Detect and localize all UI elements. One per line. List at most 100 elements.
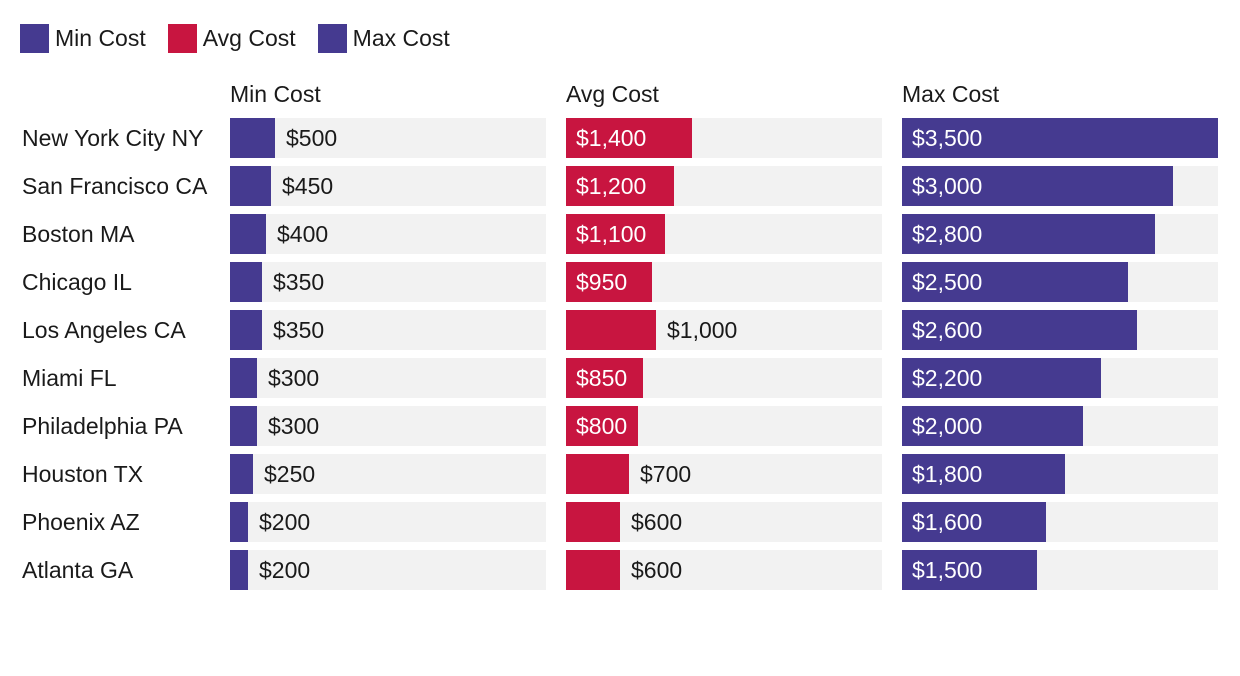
bar-track-min-cost-boston-ma: $400 (230, 214, 546, 254)
bar-track-avg-cost-miami-fl: $850 (566, 358, 882, 398)
value-label-avg-cost-san-francisco-ca: $1,200 (576, 173, 647, 199)
bar-avg-cost-miami-fl[interactable] (566, 358, 643, 398)
bar-track-max-cost-philadelphia-pa: $2,000 (902, 406, 1218, 446)
bar-track-avg-cost-philadelphia-pa: $800 (566, 406, 882, 446)
bar-min-cost-boston-ma[interactable] (230, 214, 266, 254)
value-label-min-cost-chicago-il: $350 (273, 269, 325, 295)
legend-item-min-cost[interactable]: Min Cost (20, 24, 146, 53)
value-label-max-cost-houston-tx: $1,800 (912, 461, 983, 487)
value-label-max-cost-boston-ma: $2,800 (912, 221, 983, 247)
bar-track-avg-cost-atlanta-ga: $600 (566, 550, 882, 590)
value-label-max-cost-atlanta-ga: $1,500 (912, 557, 983, 583)
legend-item-max-cost[interactable]: Max Cost (317, 24, 450, 53)
row-label-atlanta-ga: Atlanta GA (22, 557, 134, 583)
bar-min-cost-philadelphia-pa[interactable] (230, 406, 257, 446)
bar-max-cost-new-york-city-ny[interactable] (902, 118, 1218, 158)
legend: Min Cost Avg Cost Max Cost (20, 24, 472, 53)
value-label-min-cost-miami-fl: $300 (268, 365, 320, 391)
bar-avg-cost-philadelphia-pa[interactable] (566, 406, 638, 446)
bar-max-cost-houston-tx[interactable] (902, 454, 1065, 494)
value-label-max-cost-san-francisco-ca: $3,000 (912, 173, 983, 199)
value-label-max-cost-miami-fl: $2,200 (912, 365, 983, 391)
panel-title-avg-cost: Avg Cost (566, 81, 659, 107)
row-label-chicago-il: Chicago IL (22, 269, 132, 295)
row-label-phoenix-az: Phoenix AZ (22, 509, 140, 535)
value-label-avg-cost-miami-fl: $850 (576, 365, 628, 391)
panel-title-max-cost: Max Cost (902, 81, 1000, 107)
row-label-miami-fl: Miami FL (22, 365, 117, 391)
value-label-min-cost-atlanta-ga: $200 (259, 557, 311, 583)
bar-track-max-cost-san-francisco-ca: $3,000 (902, 166, 1218, 206)
value-label-max-cost-new-york-city-ny: $3,500 (912, 125, 983, 151)
value-label-min-cost-los-angeles-ca: $350 (273, 317, 325, 343)
bar-min-cost-san-francisco-ca[interactable] (230, 166, 271, 206)
row-label-new-york-city-ny: New York City NY (22, 125, 204, 151)
legend-swatch-max-cost (317, 24, 347, 53)
bar-track-max-cost-houston-tx: $1,800 (902, 454, 1218, 494)
row-label-san-francisco-ca: San Francisco CA (22, 173, 208, 199)
bar-avg-cost-los-angeles-ca[interactable] (566, 310, 656, 350)
bar-max-cost-atlanta-ga[interactable] (902, 550, 1037, 590)
bar-avg-cost-houston-tx[interactable] (566, 454, 629, 494)
row-label-philadelphia-pa: Philadelphia PA (22, 413, 183, 439)
value-label-avg-cost-atlanta-ga: $600 (631, 557, 683, 583)
legend-label-max-cost: Max Cost (352, 25, 450, 51)
bar-track-max-cost-new-york-city-ny: $3,500 (902, 118, 1218, 158)
bar-track-min-cost-los-angeles-ca: $350 (230, 310, 546, 350)
row-label-boston-ma: Boston MA (22, 221, 135, 247)
bar-track-min-cost-atlanta-ga: $200 (230, 550, 546, 590)
bar-avg-cost-phoenix-az[interactable] (566, 502, 620, 542)
legend-label-min-cost: Min Cost (55, 25, 146, 51)
bar-min-cost-houston-tx[interactable] (230, 454, 253, 494)
bar-avg-cost-san-francisco-ca[interactable] (566, 166, 674, 206)
bar-min-cost-chicago-il[interactable] (230, 262, 262, 302)
bar-track-max-cost-boston-ma: $2,800 (902, 214, 1218, 254)
bar-min-cost-atlanta-ga[interactable] (230, 550, 248, 590)
bar-track-max-cost-chicago-il: $2,500 (902, 262, 1218, 302)
bar-avg-cost-boston-ma[interactable] (566, 214, 665, 254)
bar-min-cost-miami-fl[interactable] (230, 358, 257, 398)
bar-max-cost-chicago-il[interactable] (902, 262, 1128, 302)
value-label-avg-cost-new-york-city-ny: $1,400 (576, 125, 647, 151)
bar-avg-cost-atlanta-ga[interactable] (566, 550, 620, 590)
legend-item-avg-cost[interactable]: Avg Cost (167, 24, 296, 53)
bar-track-max-cost-los-angeles-ca: $2,600 (902, 310, 1218, 350)
row-label-los-angeles-ca: Los Angeles CA (22, 317, 186, 343)
bar-track-avg-cost-chicago-il: $950 (566, 262, 882, 302)
bar-track-min-cost-new-york-city-ny: $500 (230, 118, 546, 158)
value-label-max-cost-phoenix-az: $1,600 (912, 509, 983, 535)
bar-track-min-cost-houston-tx: $250 (230, 454, 546, 494)
bar-max-cost-miami-fl[interactable] (902, 358, 1101, 398)
value-label-avg-cost-phoenix-az: $600 (631, 509, 683, 535)
bar-track-max-cost-atlanta-ga: $1,500 (902, 550, 1218, 590)
bar-avg-cost-new-york-city-ny[interactable] (566, 118, 692, 158)
value-label-min-cost-houston-tx: $250 (264, 461, 316, 487)
bar-avg-cost-chicago-il[interactable] (566, 262, 652, 302)
value-label-min-cost-boston-ma: $400 (277, 221, 329, 247)
bar-max-cost-san-francisco-ca[interactable] (902, 166, 1173, 206)
bar-max-cost-phoenix-az[interactable] (902, 502, 1046, 542)
bar-track-avg-cost-san-francisco-ca: $1,200 (566, 166, 882, 206)
bar-track-min-cost-phoenix-az: $200 (230, 502, 546, 542)
bar-track-avg-cost-houston-tx: $700 (566, 454, 882, 494)
bar-track-min-cost-philadelphia-pa: $300 (230, 406, 546, 446)
bar-min-cost-phoenix-az[interactable] (230, 502, 248, 542)
bar-min-cost-los-angeles-ca[interactable] (230, 310, 262, 350)
bar-track-max-cost-phoenix-az: $1,600 (902, 502, 1218, 542)
value-label-min-cost-new-york-city-ny: $500 (286, 125, 338, 151)
bar-track-avg-cost-boston-ma: $1,100 (566, 214, 882, 254)
bar-min-cost-new-york-city-ny[interactable] (230, 118, 275, 158)
bar-max-cost-boston-ma[interactable] (902, 214, 1155, 254)
bar-track-avg-cost-new-york-city-ny: $1,400 (566, 118, 882, 158)
bar-track-max-cost-miami-fl: $2,200 (902, 358, 1218, 398)
bar-max-cost-los-angeles-ca[interactable] (902, 310, 1137, 350)
bar-max-cost-philadelphia-pa[interactable] (902, 406, 1083, 446)
bar-track-avg-cost-phoenix-az: $600 (566, 502, 882, 542)
value-label-avg-cost-boston-ma: $1,100 (576, 221, 647, 247)
bar-track-min-cost-san-francisco-ca: $450 (230, 166, 546, 206)
legend-label-avg-cost: Avg Cost (202, 25, 296, 51)
value-label-avg-cost-houston-tx: $700 (640, 461, 692, 487)
legend-swatch-avg-cost (167, 24, 197, 53)
value-label-min-cost-san-francisco-ca: $450 (282, 173, 334, 199)
